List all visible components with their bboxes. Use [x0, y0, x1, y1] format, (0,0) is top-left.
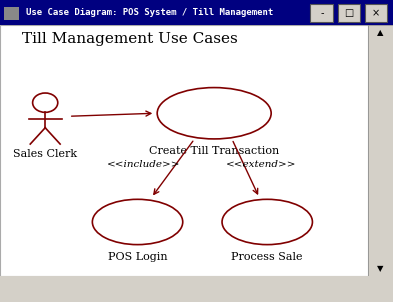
Bar	[310, 4, 333, 22]
Bar	[0, 276, 393, 302]
Bar	[338, 4, 360, 22]
Bar	[4, 7, 19, 20]
Bar	[365, 4, 387, 22]
Text: <<extend>>: <<extend>>	[226, 160, 297, 169]
Bar	[0, 25, 368, 276]
Bar	[0, 0, 393, 25]
Text: ▼: ▼	[377, 264, 384, 273]
Text: Process Sale: Process Sale	[231, 252, 303, 262]
Text: Create Till Transaction: Create Till Transaction	[149, 146, 279, 156]
Ellipse shape	[157, 88, 271, 139]
Text: <<include>>: <<include>>	[107, 160, 180, 169]
Text: -: -	[320, 8, 323, 18]
Bar	[368, 25, 393, 276]
Ellipse shape	[92, 199, 183, 245]
Text: ×: ×	[372, 8, 380, 18]
Text: □: □	[344, 8, 354, 18]
Text: Till Management Use Cases: Till Management Use Cases	[22, 32, 237, 46]
Text: Use Case Diagram: POS System / Till Management: Use Case Diagram: POS System / Till Mana…	[26, 8, 273, 17]
Text: ▲: ▲	[377, 28, 384, 37]
Ellipse shape	[222, 199, 312, 245]
Text: Sales Clerk: Sales Clerk	[13, 149, 77, 159]
Text: POS Login: POS Login	[108, 252, 167, 262]
